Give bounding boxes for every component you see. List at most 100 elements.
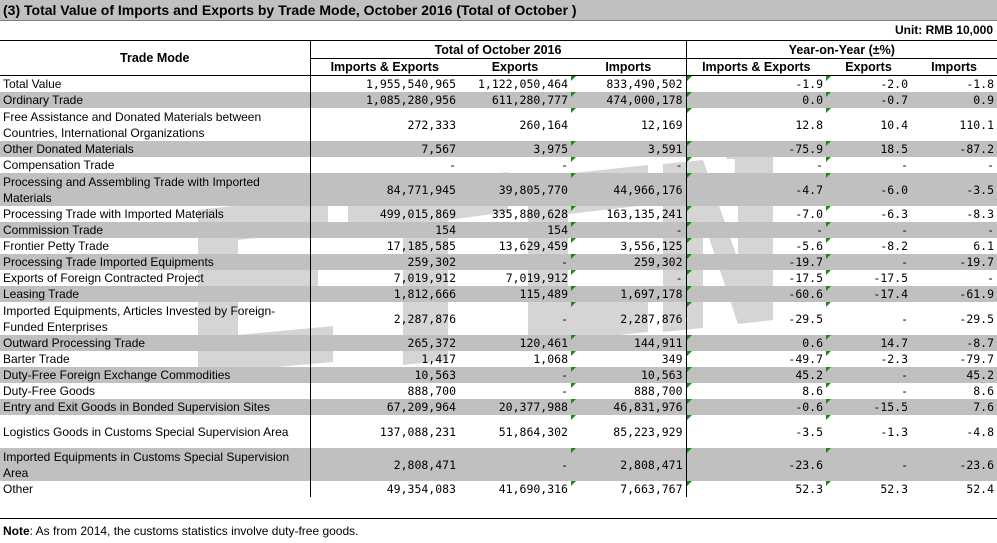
cell-yie: 0.0: [686, 92, 827, 108]
trade-mode-label: Logistics Goods in Customs Special Super…: [0, 415, 311, 448]
cell-yie: -3.5: [686, 415, 826, 448]
cell-yim: -23.6: [911, 448, 997, 481]
trade-mode-label: Other: [0, 481, 311, 497]
cell-im: 3,591: [571, 141, 687, 157]
cell-yex: -6.3: [826, 206, 911, 222]
trade-mode-label: Free Assistance and Donated Materials be…: [0, 108, 311, 141]
cell-yim: 110.1: [959, 117, 995, 132]
cell-yim: -4.8: [966, 424, 995, 439]
cell-yim: 0.9: [911, 92, 997, 108]
table-row: Other Donated Materials 7,567 3,975 3,591 -7…: [0, 141, 997, 157]
cell-ie: 84,771,945: [310, 173, 459, 206]
header-total-october: Total of October 2016: [310, 40, 687, 59]
cell-im: 833,490,502: [571, 75, 687, 92]
cell-yie: -75.9: [686, 141, 827, 157]
cell-yex: -8.2: [826, 238, 911, 254]
trade-mode-label: Other Donated Materials: [0, 141, 311, 157]
cell-yie: 52.3: [686, 481, 826, 497]
cell-ie: 7,019,912: [393, 271, 456, 285]
table-row: Imported Equipments in Customs Special S…: [0, 448, 997, 481]
cell-yex: 18.5: [826, 141, 912, 157]
cell-yim: 52.4: [966, 482, 995, 496]
header-imports-exports: Imports & Exports: [310, 58, 459, 76]
cell-ex: 3,975: [459, 141, 571, 157]
header-yoy-imports-exports: Imports & Exports: [686, 58, 827, 76]
trade-mode-label: Total Value: [0, 75, 311, 92]
header-yoy-imports: Imports: [911, 58, 997, 76]
table-row: Other 49,354,083 41,690,316 7,663,767 52.3 52…: [0, 481, 997, 497]
table-row: Processing Trade Imported Equipments 259,…: [0, 254, 997, 270]
cell-ex: 7,019,912: [505, 271, 568, 285]
cell-yie: 8.6: [686, 383, 826, 399]
trade-mode-label: Compensation Trade: [0, 157, 311, 173]
cell-yie: -0.6: [686, 399, 827, 415]
header-yoy-exports: Exports: [826, 58, 912, 76]
cell-yim: -8.3: [966, 207, 995, 221]
cell-yie: -29.5: [686, 302, 826, 335]
cell-ie: 2,808,471: [310, 448, 459, 481]
cell-ie: 10,563: [310, 367, 459, 383]
cell-im: 2,808,471: [571, 448, 687, 481]
trade-mode-label: Frontier Petty Trade: [0, 238, 311, 254]
cell-yex: -: [826, 157, 911, 173]
header-trade-mode: Trade Mode: [0, 40, 311, 76]
cell-yex: -1.3: [826, 415, 911, 448]
trade-mode-label: Processing Trade Imported Equipments: [0, 254, 311, 270]
footnote: Note: As from 2014, the customs statisti…: [0, 518, 997, 543]
cell-ex: -: [561, 158, 568, 172]
table-row: Free Assistance and Donated Materials be…: [0, 108, 997, 141]
trade-mode-label: Barter Trade: [0, 351, 311, 367]
cell-yie: 12.8: [686, 108, 826, 141]
cell-im: 2,287,876: [571, 302, 687, 335]
cell-yie: -: [686, 222, 827, 238]
cell-yim: -79.7: [959, 352, 995, 366]
trade-mode-label: Commission Trade: [0, 222, 311, 238]
cell-ie: 1,417: [421, 352, 456, 366]
trade-mode-label: Processing Trade with Imported Materials: [0, 206, 311, 222]
cell-yex: -2.0: [826, 75, 911, 93]
cell-ie: 1,812,666: [310, 286, 459, 302]
cell-ie: 265,372: [310, 335, 459, 351]
cell-yex: -: [826, 222, 912, 238]
cell-im: 46,831,976: [571, 399, 687, 415]
unit-label: Unit: RMB 10,000: [894, 23, 993, 37]
cell-yim: 8.6: [973, 384, 995, 398]
table-row: Leasing Trade 1,812,666 115,489 1,697,178 -6…: [0, 286, 997, 302]
trade-mode-label: Entry and Exit Goods in Bonded Supervisi…: [0, 399, 311, 415]
cell-ie: 1,955,540,965: [365, 77, 456, 91]
cell-yim: -: [911, 222, 997, 238]
cell-ie: -: [449, 158, 456, 172]
trade-mode-label: Outward Processing Trade: [0, 335, 311, 351]
table-row: Compensation Trade - - - - - -: [0, 157, 997, 173]
cell-yex: 14.7: [826, 335, 912, 351]
cell-ex: -: [459, 367, 571, 383]
table-row: Processing and Assembling Trade with Imp…: [0, 173, 997, 206]
cell-ie: 49,354,083: [386, 482, 456, 496]
table-row: Processing Trade with Imported Materials…: [0, 206, 997, 222]
cell-ex: 20,377,988: [459, 399, 571, 415]
table-row: Barter Trade 1,417 1,068 349 -49.7 -2.3 -79.7: [0, 351, 997, 367]
cell-ie: 1,085,280,956: [310, 92, 459, 108]
cell-ex: -: [561, 384, 568, 398]
cell-ex: -: [459, 448, 571, 481]
cell-yex: -: [826, 302, 911, 335]
cell-yex: -6.0: [826, 173, 912, 206]
cell-yim: -1.8: [966, 77, 995, 91]
cell-yex: -: [826, 254, 912, 270]
cell-ex: 13,629,459: [498, 239, 568, 253]
cell-ex: 115,489: [459, 286, 571, 302]
cell-im: 163,135,241: [571, 206, 687, 222]
cell-ex: -: [459, 254, 571, 270]
cell-yex: -: [826, 448, 912, 481]
cell-im: -: [571, 270, 687, 286]
trade-mode-label: Leasing Trade: [0, 286, 311, 302]
table-row: Imported Equipments, Articles Invested b…: [0, 302, 997, 335]
cell-yex: -17.4: [826, 286, 912, 302]
cell-yex: -: [826, 367, 912, 383]
cell-ex: 41,690,316: [498, 482, 568, 496]
table-row: Exports of Foreign Contracted Project 7,0…: [0, 270, 997, 286]
cell-yie: 45.2: [686, 367, 827, 383]
cell-ex: 120,461: [459, 335, 571, 351]
cell-ex: 260,164: [519, 117, 568, 132]
table-row: Commission Trade 154 154- - - -: [0, 222, 997, 238]
